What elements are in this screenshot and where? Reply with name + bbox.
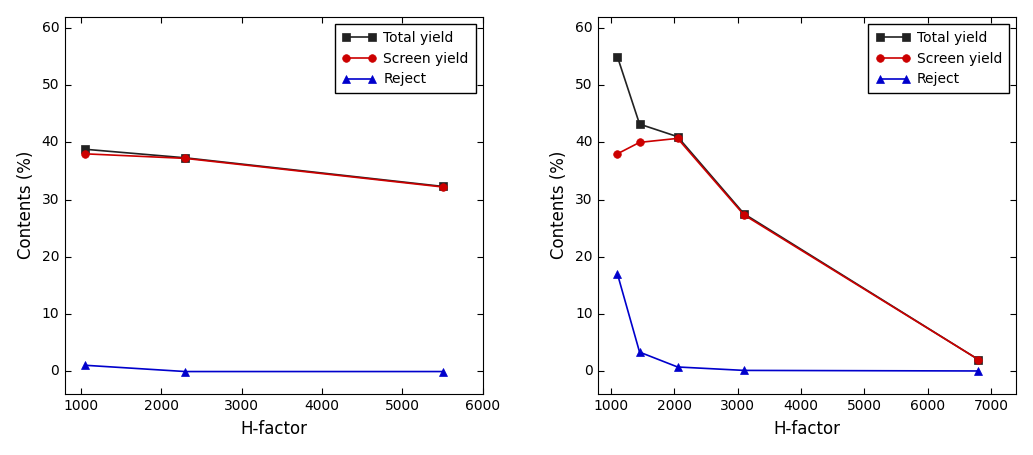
Reject	[436, 369, 448, 374]
Total yield	[179, 155, 191, 161]
Reject	[79, 363, 91, 368]
Screen yield	[436, 184, 448, 190]
Screen yield	[633, 140, 646, 145]
Reject	[972, 368, 984, 374]
Total yield	[972, 357, 984, 362]
Y-axis label: Contents (%): Contents (%)	[551, 151, 568, 259]
Reject	[633, 349, 646, 355]
Reject	[179, 369, 191, 374]
Total yield	[738, 211, 750, 217]
Total yield	[671, 134, 684, 139]
Line: Screen yield: Screen yield	[614, 135, 982, 364]
Total yield	[79, 147, 91, 152]
Line: Reject: Reject	[614, 270, 982, 375]
Legend: Total yield, Screen yield, Reject: Total yield, Screen yield, Reject	[335, 24, 476, 93]
X-axis label: H-factor: H-factor	[241, 420, 307, 438]
Reject	[671, 364, 684, 370]
Line: Total yield: Total yield	[81, 146, 446, 190]
Legend: Total yield, Screen yield, Reject: Total yield, Screen yield, Reject	[869, 24, 1009, 93]
Line: Reject: Reject	[81, 361, 446, 375]
Screen yield	[738, 212, 750, 217]
Line: Screen yield: Screen yield	[81, 150, 446, 191]
X-axis label: H-factor: H-factor	[774, 420, 841, 438]
Screen yield	[612, 151, 624, 157]
Total yield	[612, 54, 624, 60]
Y-axis label: Contents (%): Contents (%)	[17, 151, 35, 259]
Reject	[612, 271, 624, 277]
Screen yield	[972, 357, 984, 362]
Screen yield	[79, 151, 91, 157]
Screen yield	[179, 156, 191, 161]
Total yield	[436, 184, 448, 189]
Total yield	[633, 121, 646, 127]
Reject	[738, 368, 750, 373]
Screen yield	[671, 136, 684, 141]
Line: Total yield: Total yield	[614, 53, 982, 364]
